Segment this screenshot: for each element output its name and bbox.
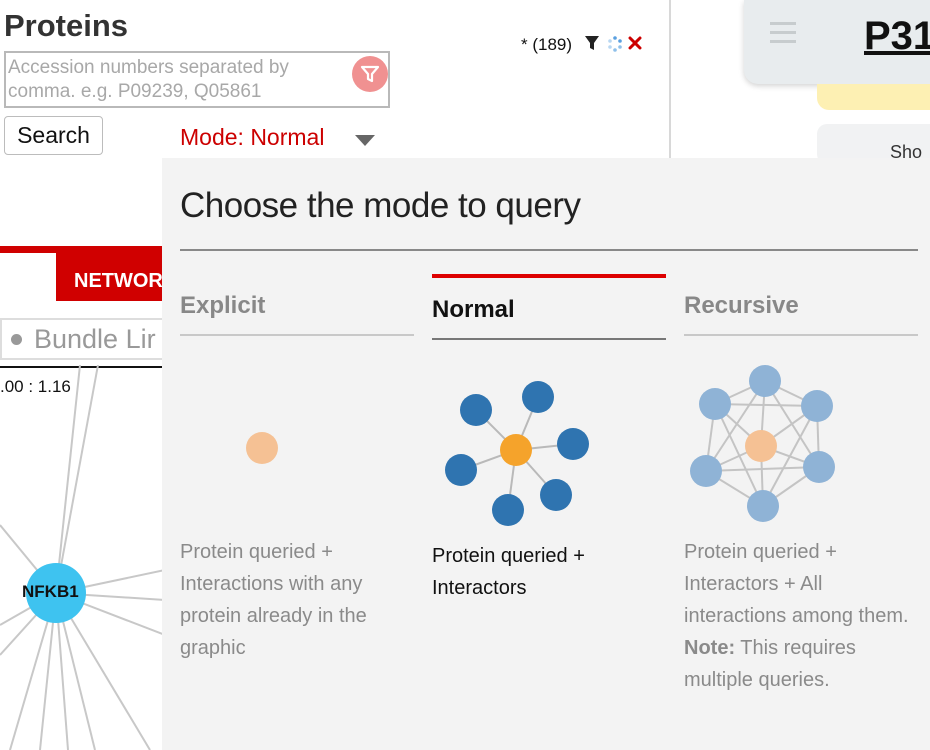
option-divider bbox=[180, 334, 414, 336]
network-edges bbox=[0, 365, 165, 750]
accession-input[interactable] bbox=[8, 56, 348, 106]
network-top-border bbox=[0, 366, 165, 368]
tab-spacer bbox=[0, 253, 56, 301]
tab-network[interactable]: NETWOR bbox=[74, 270, 163, 292]
note-text: This requires multiple queries. bbox=[684, 637, 856, 691]
normal-graph-illustration bbox=[432, 340, 666, 540]
mode-option-recursive[interactable]: Recursive bbox=[684, 274, 918, 696]
mode-option-label: Explicit bbox=[180, 292, 266, 319]
search-button[interactable]: Search bbox=[4, 116, 103, 155]
show-button-label: Sho bbox=[890, 142, 923, 162]
panel-title: Proteins bbox=[4, 8, 129, 43]
description-text: Protein queried + Interactors + All inte… bbox=[684, 541, 909, 627]
network-node-label: NFKB1 bbox=[22, 582, 79, 601]
mode-option-description: Protein queried + Interactors + All inte… bbox=[684, 536, 918, 696]
option-divider bbox=[432, 338, 666, 340]
mode-option-explicit[interactable]: Explicit Protein queried + Interactions … bbox=[180, 274, 414, 664]
selection-indicator bbox=[432, 274, 666, 278]
mode-option-description: Protein queried + Interactors bbox=[432, 545, 585, 599]
search-field[interactable] bbox=[4, 51, 390, 108]
network-node-nfkb1[interactable] bbox=[26, 563, 86, 623]
toggle-dot-icon bbox=[11, 334, 22, 345]
protein-detail-title[interactable]: P31 bbox=[864, 14, 930, 58]
funnel-icon bbox=[360, 65, 380, 83]
protein-count: * (189) bbox=[521, 35, 573, 54]
mode-dropdown[interactable]: Mode: Normal bbox=[180, 124, 325, 150]
show-card[interactable] bbox=[817, 124, 930, 164]
mode-option-label: Recursive bbox=[684, 292, 799, 319]
filter-icon[interactable] bbox=[585, 36, 599, 50]
dropdown-caret-icon[interactable] bbox=[355, 135, 375, 146]
count-icons bbox=[584, 34, 646, 54]
option-divider bbox=[684, 334, 918, 336]
mode-option-label: Normal bbox=[432, 296, 515, 323]
mode-option-normal[interactable]: Normal Protein queri bbox=[432, 274, 666, 604]
mode-option-description: Protein queried + Interactions with any … bbox=[180, 541, 367, 659]
mode-popup: Choose the mode to query Explicit Protei… bbox=[162, 158, 930, 750]
spinner-icon[interactable] bbox=[608, 36, 622, 52]
panel-divider bbox=[669, 0, 671, 158]
menu-icon[interactable] bbox=[770, 22, 796, 49]
zoom-ratio: .00 : 1.16 bbox=[0, 377, 71, 396]
close-icon[interactable] bbox=[628, 36, 642, 50]
bundle-links-label: Bundle Lir bbox=[34, 324, 156, 354]
popup-divider bbox=[180, 249, 918, 251]
info-strip bbox=[817, 84, 930, 110]
recursive-graph-illustration bbox=[684, 336, 918, 536]
filter-button[interactable] bbox=[352, 56, 388, 92]
explicit-graph-illustration bbox=[180, 336, 414, 536]
note-label: Note: bbox=[684, 637, 736, 659]
popup-title: Choose the mode to query bbox=[180, 186, 581, 225]
